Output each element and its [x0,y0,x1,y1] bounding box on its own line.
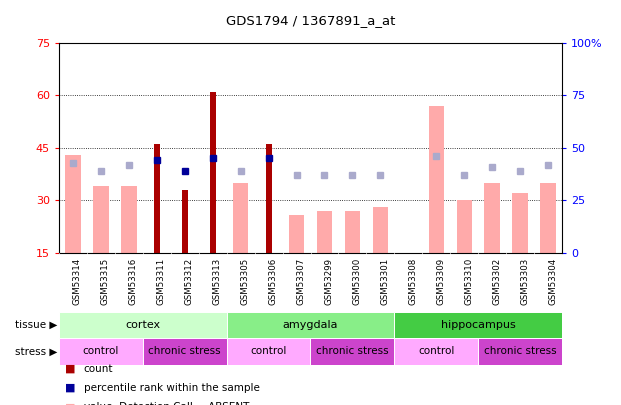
Bar [289,215,304,253]
FancyBboxPatch shape [394,338,478,365]
Text: chronic stress: chronic stress [148,346,221,356]
Text: GSM53301: GSM53301 [380,258,389,305]
Text: GSM53300: GSM53300 [353,258,361,305]
Bar [233,183,248,253]
Text: ■: ■ [65,364,76,373]
Text: control: control [83,346,119,356]
Text: GSM53316: GSM53316 [129,258,138,305]
Text: chronic stress: chronic stress [316,346,389,356]
Text: ■: ■ [65,383,76,393]
Text: GSM53310: GSM53310 [464,258,473,305]
Bar [93,186,109,253]
Bar [121,186,137,253]
Bar [317,211,332,253]
Text: GSM53302: GSM53302 [492,258,501,305]
FancyBboxPatch shape [59,312,227,338]
Text: tissue ▶: tissue ▶ [16,320,58,330]
Bar [210,92,215,253]
Text: control: control [418,346,455,356]
Bar [154,144,160,253]
FancyBboxPatch shape [310,338,394,365]
Text: GSM53312: GSM53312 [185,258,194,305]
Text: control: control [250,346,287,356]
FancyBboxPatch shape [227,338,310,365]
Text: GSM53307: GSM53307 [297,258,306,305]
Bar [182,190,188,253]
Bar [512,194,528,253]
Text: percentile rank within the sample: percentile rank within the sample [84,383,260,393]
Bar [484,183,500,253]
Text: GSM53303: GSM53303 [520,258,529,305]
Text: GSM53299: GSM53299 [324,258,333,305]
Text: stress ▶: stress ▶ [16,346,58,356]
Text: cortex: cortex [125,320,160,330]
Text: chronic stress: chronic stress [484,346,556,356]
Bar [345,211,360,253]
Text: GSM53315: GSM53315 [101,258,110,305]
Text: ■: ■ [65,403,76,405]
FancyBboxPatch shape [227,312,394,338]
FancyBboxPatch shape [394,312,562,338]
Text: GDS1794 / 1367891_a_at: GDS1794 / 1367891_a_at [226,14,395,27]
FancyBboxPatch shape [59,338,143,365]
Text: GSM53308: GSM53308 [409,258,417,305]
Bar [540,183,556,253]
Text: hippocampus: hippocampus [441,320,515,330]
Bar [65,155,81,253]
Bar [428,106,444,253]
Text: value, Detection Call = ABSENT: value, Detection Call = ABSENT [84,403,249,405]
Text: GSM53314: GSM53314 [73,258,82,305]
Bar [456,200,472,253]
Bar [373,207,388,253]
FancyBboxPatch shape [478,338,562,365]
Text: count: count [84,364,114,373]
Bar [266,144,271,253]
Text: GSM53313: GSM53313 [212,258,222,305]
Text: amygdala: amygdala [283,320,338,330]
Text: GSM53305: GSM53305 [240,258,250,305]
Text: GSM53304: GSM53304 [548,258,557,305]
Text: GSM53306: GSM53306 [268,258,278,305]
Text: GSM53309: GSM53309 [436,258,445,305]
FancyBboxPatch shape [143,338,227,365]
Text: GSM53311: GSM53311 [156,258,166,305]
